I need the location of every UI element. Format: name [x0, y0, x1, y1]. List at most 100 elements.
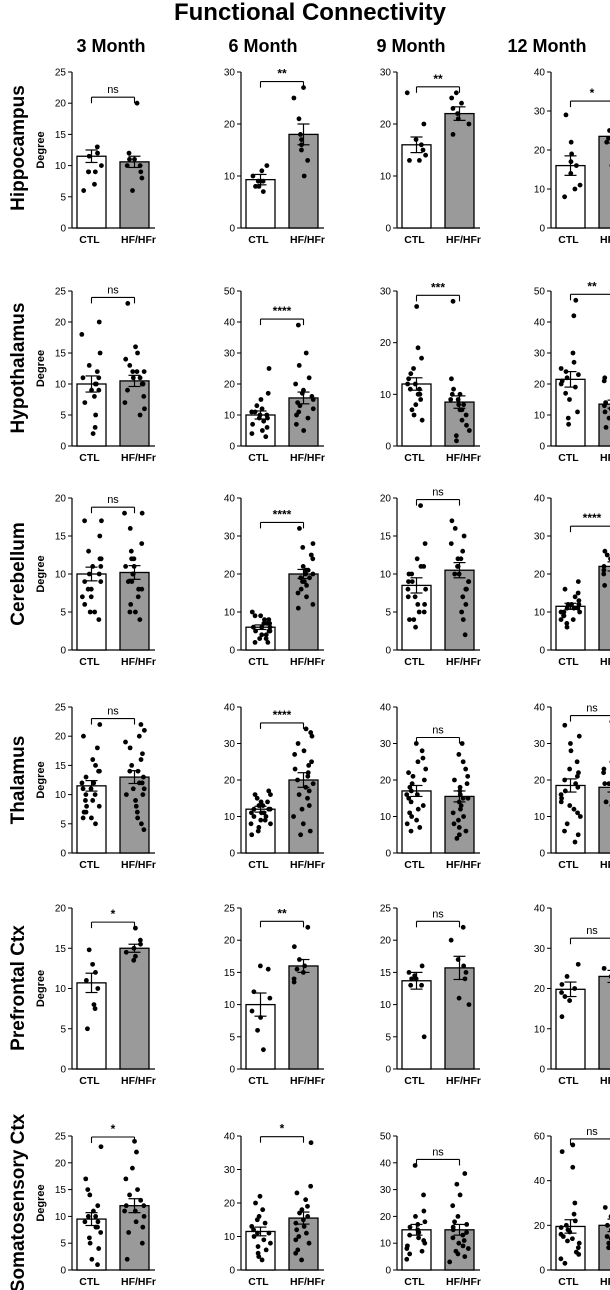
y-tick-label: 15 — [224, 968, 236, 979]
y-tick-label: 20 — [534, 776, 546, 787]
data-point — [92, 792, 98, 797]
data-point — [130, 786, 136, 792]
y-tick-label: 10 — [55, 790, 67, 801]
data-point — [99, 518, 104, 524]
chart-panel: 0 5 10 15 20 25 Degree CTL HF/HFr ns — [35, 68, 156, 247]
y-tick-label: 5 — [60, 1239, 66, 1250]
significance-label: ns — [432, 725, 444, 737]
data-point — [457, 788, 463, 794]
category-label: CTL — [558, 1075, 579, 1087]
data-point — [80, 815, 86, 821]
data-point — [293, 1237, 299, 1243]
data-point — [301, 428, 307, 433]
data-point — [419, 355, 424, 361]
data-point — [457, 1192, 463, 1198]
data-point — [123, 1203, 129, 1209]
data-point — [306, 763, 312, 768]
data-point — [249, 1008, 255, 1014]
data-point — [300, 564, 306, 569]
data-point — [561, 613, 567, 619]
data-point — [308, 1140, 314, 1146]
y-tick-label: 5 — [385, 1032, 391, 1043]
data-point — [128, 548, 134, 554]
data-point — [260, 189, 266, 195]
data-point — [297, 403, 303, 409]
data-point — [96, 1246, 102, 1251]
category-label: CTL — [79, 1276, 100, 1288]
data-point — [88, 815, 94, 821]
data-point — [87, 1192, 93, 1198]
significance-label: ns — [107, 84, 119, 96]
data-point — [139, 541, 145, 546]
data-point — [263, 1247, 269, 1253]
data-point — [88, 594, 94, 600]
data-point — [575, 773, 580, 779]
data-point — [141, 827, 147, 833]
category-label: CTL — [404, 859, 425, 871]
y-tick-label: 40 — [224, 703, 236, 714]
data-point — [411, 412, 417, 418]
data-point — [294, 1227, 300, 1233]
data-point — [412, 594, 418, 600]
data-point — [423, 766, 429, 772]
data-point — [564, 624, 570, 630]
data-point — [405, 594, 411, 600]
y-tick-label: 25 — [55, 703, 67, 714]
data-point — [454, 836, 460, 841]
significance-label: ns — [432, 908, 444, 920]
y-tick-label: 10 — [224, 1000, 236, 1011]
data-point — [562, 777, 568, 783]
bar-hf — [444, 401, 475, 447]
category-label: HF/HFr — [446, 1276, 481, 1288]
y-tick-label: 0 — [60, 442, 66, 453]
y-tick-label: 10 — [224, 411, 236, 422]
data-point — [601, 770, 606, 776]
data-point — [418, 142, 424, 148]
y-tick-label: 10 — [380, 1239, 392, 1250]
data-point — [258, 799, 264, 805]
data-point — [310, 541, 316, 546]
data-point — [463, 412, 469, 418]
data-point — [136, 733, 142, 739]
y-tick-label: 50 — [534, 287, 546, 298]
data-point — [456, 799, 462, 805]
category-label: CTL — [558, 656, 579, 668]
data-point — [603, 799, 609, 805]
data-point — [256, 803, 262, 808]
data-point — [81, 733, 86, 739]
data-point — [602, 548, 608, 554]
data-point — [264, 621, 270, 626]
data-point — [299, 137, 304, 143]
data-point — [423, 152, 429, 158]
data-point — [298, 132, 303, 137]
chart-panel: 0 5 10 15 20 25 CTL HF/HFr ** — [224, 904, 325, 1088]
data-point — [458, 806, 463, 812]
data-point — [404, 90, 410, 96]
chart-panel: 0 10 20 30 40 CTL HF/HFr **** — [224, 494, 325, 669]
data-point — [558, 381, 564, 387]
y-tick-label: 20 — [55, 318, 67, 329]
y-tick-label: 30 — [380, 1185, 392, 1196]
y-tick-label: 40 — [224, 494, 236, 505]
data-point — [128, 602, 134, 607]
data-point — [309, 759, 314, 765]
data-point — [123, 356, 129, 362]
data-point — [291, 814, 296, 819]
data-point — [83, 774, 89, 780]
data-point — [419, 748, 425, 754]
data-point — [254, 795, 260, 801]
y-tick-label: 0 — [539, 224, 545, 235]
y-tick-label: 5 — [385, 608, 391, 619]
y-tick-label: 40 — [224, 1132, 236, 1143]
data-point — [133, 1219, 139, 1225]
data-point — [134, 809, 140, 815]
data-point — [448, 937, 454, 943]
data-point — [138, 941, 143, 947]
data-point — [411, 366, 416, 371]
data-point — [299, 147, 304, 153]
y-tick-label: 0 — [539, 442, 545, 453]
data-point — [303, 1197, 309, 1203]
data-point — [299, 806, 305, 812]
data-point — [308, 1183, 314, 1189]
data-point — [267, 806, 273, 812]
